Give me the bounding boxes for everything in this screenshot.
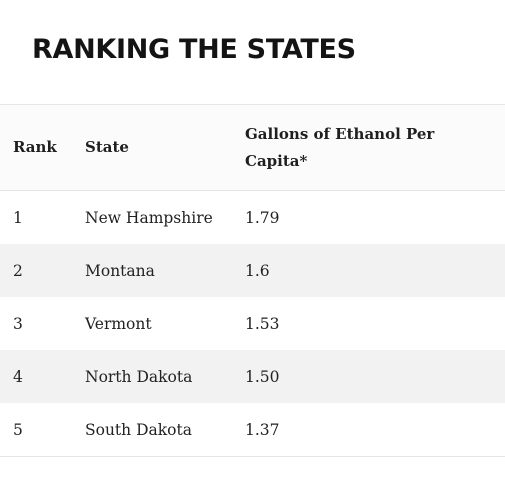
- table-row: 4 North Dakota 1.50: [0, 350, 505, 403]
- column-header-gallons: Gallons of Ethanol Per Capita*: [245, 105, 505, 191]
- ranking-table: Rank State Gallons of Ethanol Per Capita…: [0, 104, 505, 457]
- cell-gallons: 1.79: [245, 208, 280, 227]
- table-row: 3 Vermont 1.53: [0, 297, 505, 350]
- table-header-row: Rank State Gallons of Ethanol Per Capita…: [0, 104, 505, 191]
- table-row: 1 New Hampshire 1.79: [0, 191, 505, 245]
- cell-rank: 2: [13, 261, 23, 280]
- cell-state: Montana: [85, 261, 155, 280]
- column-header-gallons-label: Gallons of Ethanol Per Capita*: [245, 124, 435, 170]
- table-row: 2 Montana 1.6: [0, 244, 505, 297]
- column-header-state: State: [85, 138, 129, 156]
- cell-state: North Dakota: [85, 367, 193, 386]
- cell-gallons: 1.53: [245, 314, 280, 333]
- cell-state: New Hampshire: [85, 208, 213, 227]
- cell-rank: 5: [13, 420, 23, 439]
- table-row: 5 South Dakota 1.37: [0, 403, 505, 457]
- cell-gallons: 1.37: [245, 420, 280, 439]
- column-header-rank: Rank: [13, 138, 57, 156]
- cell-gallons: 1.6: [245, 261, 270, 280]
- cell-gallons: 1.50: [245, 367, 280, 386]
- cell-state: South Dakota: [85, 420, 192, 439]
- cell-rank: 1: [13, 208, 23, 227]
- cell-state: Vermont: [85, 314, 152, 333]
- page-title: RANKING THE STATES: [32, 34, 356, 65]
- cell-rank: 4: [13, 367, 23, 386]
- cell-rank: 3: [13, 314, 23, 333]
